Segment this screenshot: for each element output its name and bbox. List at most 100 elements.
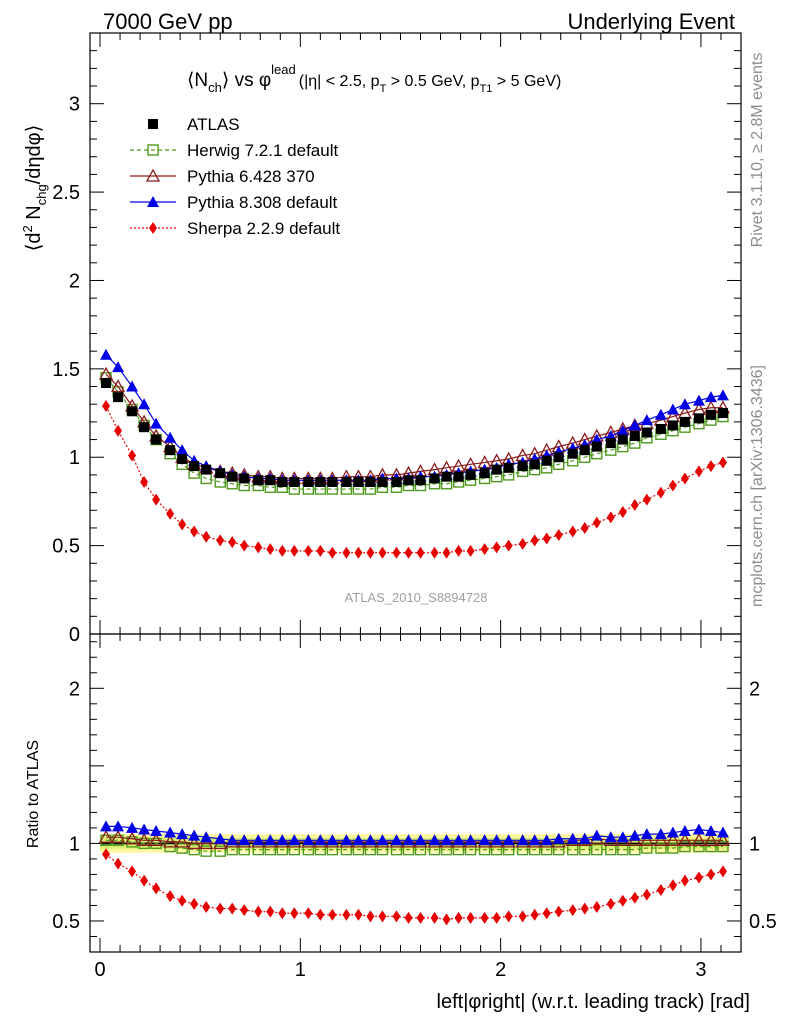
plot-title-sup: lead <box>271 62 296 77</box>
ratio-point-pythia8 <box>414 834 427 846</box>
ratio-point-pythia8 <box>678 825 691 837</box>
ratio-point-sherpa <box>694 871 703 884</box>
main-point-sherpa <box>278 544 287 557</box>
main-point-sherpa <box>642 493 651 506</box>
main-point-sherpa <box>342 546 351 559</box>
main-point-pythia8 <box>112 361 125 373</box>
plot-title-cuts-c: > 5 GeV) <box>492 73 561 90</box>
main-point-sherpa <box>580 521 589 534</box>
main-point-sherpa <box>480 543 489 556</box>
main-point-atlas <box>177 454 188 465</box>
main-point-sherpa <box>492 541 501 554</box>
plot-title-main-sub: ch <box>208 80 222 95</box>
main-point-pythia8 <box>678 398 691 410</box>
ratio-point-pythia8 <box>428 834 441 846</box>
main-point-atlas <box>253 475 264 486</box>
main-point-atlas <box>265 475 276 486</box>
ratio-point-pythia8 <box>252 834 265 846</box>
main-point-atlas <box>693 413 704 424</box>
ratio-point-pythia8 <box>528 834 541 846</box>
main-point-pythia6 <box>110 379 126 393</box>
main-point-sherpa <box>466 544 475 557</box>
x-tick-label: 1 <box>295 959 306 981</box>
main-point-atlas <box>365 476 376 487</box>
ratio-point-sherpa <box>680 874 689 887</box>
ratio-point-pythia8 <box>138 823 151 835</box>
main-point-atlas <box>189 461 200 472</box>
ratio-point-pythia8 <box>578 832 591 844</box>
ratio-point-herwig <box>176 842 188 854</box>
main-point-atlas <box>139 422 150 433</box>
main-point-sherpa <box>102 399 111 412</box>
y-axis-title-main: ⟨d2 Nchg/dηdφ⟩ <box>20 125 49 252</box>
ratio-point-pythia6 <box>175 834 190 848</box>
main-point-sherpa <box>152 493 161 506</box>
x-tick-label: 3 <box>695 959 706 981</box>
ratio-point-pythia8 <box>176 828 189 840</box>
ratio-point-pythia8 <box>716 826 729 838</box>
main-point-sherpa <box>518 537 527 550</box>
main-point-sherpa <box>504 539 513 552</box>
header-left: 7000 GeV pp <box>103 9 233 34</box>
ratio-point-pythia8 <box>276 834 289 846</box>
main-point-atlas <box>215 468 226 479</box>
ratio-point-sherpa <box>668 879 677 892</box>
ratio-point-sherpa <box>718 865 727 878</box>
ratio-point-pythia6 <box>110 829 126 843</box>
main-point-atlas <box>717 408 728 419</box>
ratio-point-sherpa <box>240 904 249 917</box>
ratio-point-pythia8 <box>440 834 453 846</box>
ratio-point-pythia8 <box>628 829 641 841</box>
legend-label-herwig: Herwig 7.2.1 default <box>187 141 338 160</box>
ratio-point-sherpa <box>518 910 527 923</box>
main-point-pythia8 <box>138 398 151 410</box>
ratio-point-sherpa <box>466 911 475 924</box>
ratio-point-pythia6 <box>691 832 707 846</box>
ratio-point-pythia8 <box>640 828 653 840</box>
ratio-point-herwig <box>214 845 226 857</box>
ratio-point-pythia8 <box>188 829 201 841</box>
ratio-point-sherpa <box>202 901 211 914</box>
main-point-sherpa <box>114 424 123 437</box>
ratio-point-sherpa <box>606 897 615 910</box>
main-point-atlas <box>403 475 414 486</box>
y-title-a-sup: 2 <box>20 225 35 232</box>
y-title-b-sub: chg <box>34 184 49 205</box>
ratio-point-pythia8 <box>490 834 503 846</box>
ratio-point-herwig <box>705 840 717 853</box>
main-point-sherpa <box>606 511 615 524</box>
plot-title-cuts-b-sub: T1 <box>480 83 493 95</box>
main-point-sherpa <box>442 546 451 559</box>
ratio-point-pythia8 <box>226 834 239 846</box>
main-point-atlas <box>667 420 678 431</box>
ratio-point-pythia8 <box>502 834 515 846</box>
main-point-pythia8 <box>164 431 177 443</box>
main-point-atlas <box>441 471 452 482</box>
main-y-tick-label: 2.5 <box>52 182 80 204</box>
ratio-point-pythia6 <box>124 831 140 845</box>
main-point-sherpa <box>240 539 249 552</box>
ratio-point-sherpa <box>216 902 225 915</box>
main-point-atlas <box>503 462 514 473</box>
ratio-point-pythia8 <box>654 828 667 840</box>
ratio-point-herwig <box>679 840 691 853</box>
ratio-point-pythia8 <box>352 834 365 846</box>
ratio-point-herwig <box>617 843 629 856</box>
main-point-atlas <box>629 431 640 442</box>
ratio-point-pythia8 <box>402 834 415 846</box>
ratio-point-sherpa <box>504 910 513 923</box>
main-point-sherpa <box>554 529 563 542</box>
ratio-point-pythia8 <box>552 832 565 844</box>
plot-title-main: ⟨N <box>187 70 208 91</box>
main-point-sherpa <box>568 525 577 538</box>
ratio-point-pythia8 <box>376 834 389 846</box>
ratio-point-sherpa <box>228 902 237 915</box>
main-point-atlas <box>113 392 124 403</box>
ratio-point-pythia8 <box>616 831 629 843</box>
y-title-b: N <box>23 205 45 225</box>
ratio-point-sherpa <box>316 908 325 921</box>
main-point-atlas <box>655 423 666 434</box>
main-point-atlas <box>579 445 590 456</box>
main-y-tick-label: 0 <box>69 624 80 646</box>
